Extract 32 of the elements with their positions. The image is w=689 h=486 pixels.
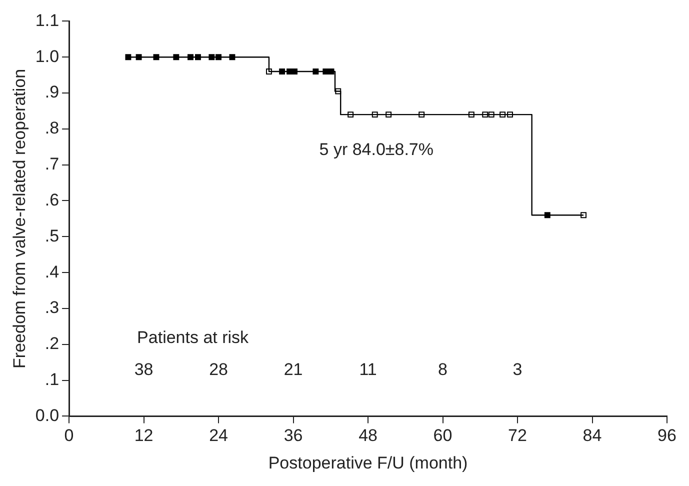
x-tick-label: 84 xyxy=(582,426,602,446)
x-axis-title: Postoperative F/U (month) xyxy=(268,453,468,472)
y-tick-label: .8 xyxy=(44,118,60,138)
x-tick-label: 48 xyxy=(358,426,378,446)
y-tick-label: 1.0 xyxy=(35,46,60,66)
y-tick-label: .9 xyxy=(44,82,60,102)
y-tick-label: .3 xyxy=(44,298,60,318)
annotation: 5 yr 84.0±8.7% xyxy=(319,140,434,160)
y-tick-label: .2 xyxy=(44,334,60,354)
y-tick-label: .1 xyxy=(44,370,60,389)
y-tick-label: .4 xyxy=(44,262,60,282)
annotation: 3 xyxy=(512,360,522,380)
annotation: 38 xyxy=(134,360,154,380)
x-tick-label: 96 xyxy=(658,426,676,446)
annotation: 28 xyxy=(209,360,228,380)
x-tick-label: 60 xyxy=(433,426,452,446)
y-tick-label: 0.0 xyxy=(35,406,60,425)
x-tick-label: 12 xyxy=(134,426,154,446)
annotation: 8 xyxy=(438,360,448,380)
x-tick-label: 72 xyxy=(508,426,527,446)
y-tick-label: 1.1 xyxy=(35,10,60,30)
y-axis-title: Freedom from valve-related reoperation xyxy=(10,68,29,368)
x-tick-label: 0 xyxy=(64,426,74,446)
x-tick-label: 36 xyxy=(284,426,303,446)
y-tick-label: .5 xyxy=(44,226,60,246)
annotation: 21 xyxy=(284,360,303,380)
point xyxy=(125,54,132,60)
y-tick-label: .6 xyxy=(44,190,60,210)
annotation: 11 xyxy=(359,360,377,380)
y-tick-label: .7 xyxy=(44,154,60,174)
annotation: Patients at risk xyxy=(137,328,250,348)
x-tick-label: 24 xyxy=(209,426,228,446)
